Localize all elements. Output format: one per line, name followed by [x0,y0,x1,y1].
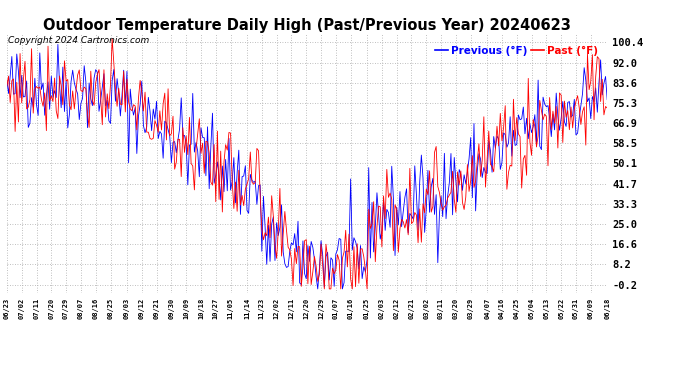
Legend: Previous (°F), Past (°F): Previous (°F), Past (°F) [431,42,602,60]
Text: Copyright 2024 Cartronics.com: Copyright 2024 Cartronics.com [8,36,149,45]
Title: Outdoor Temperature Daily High (Past/Previous Year) 20240623: Outdoor Temperature Daily High (Past/Pre… [43,18,571,33]
